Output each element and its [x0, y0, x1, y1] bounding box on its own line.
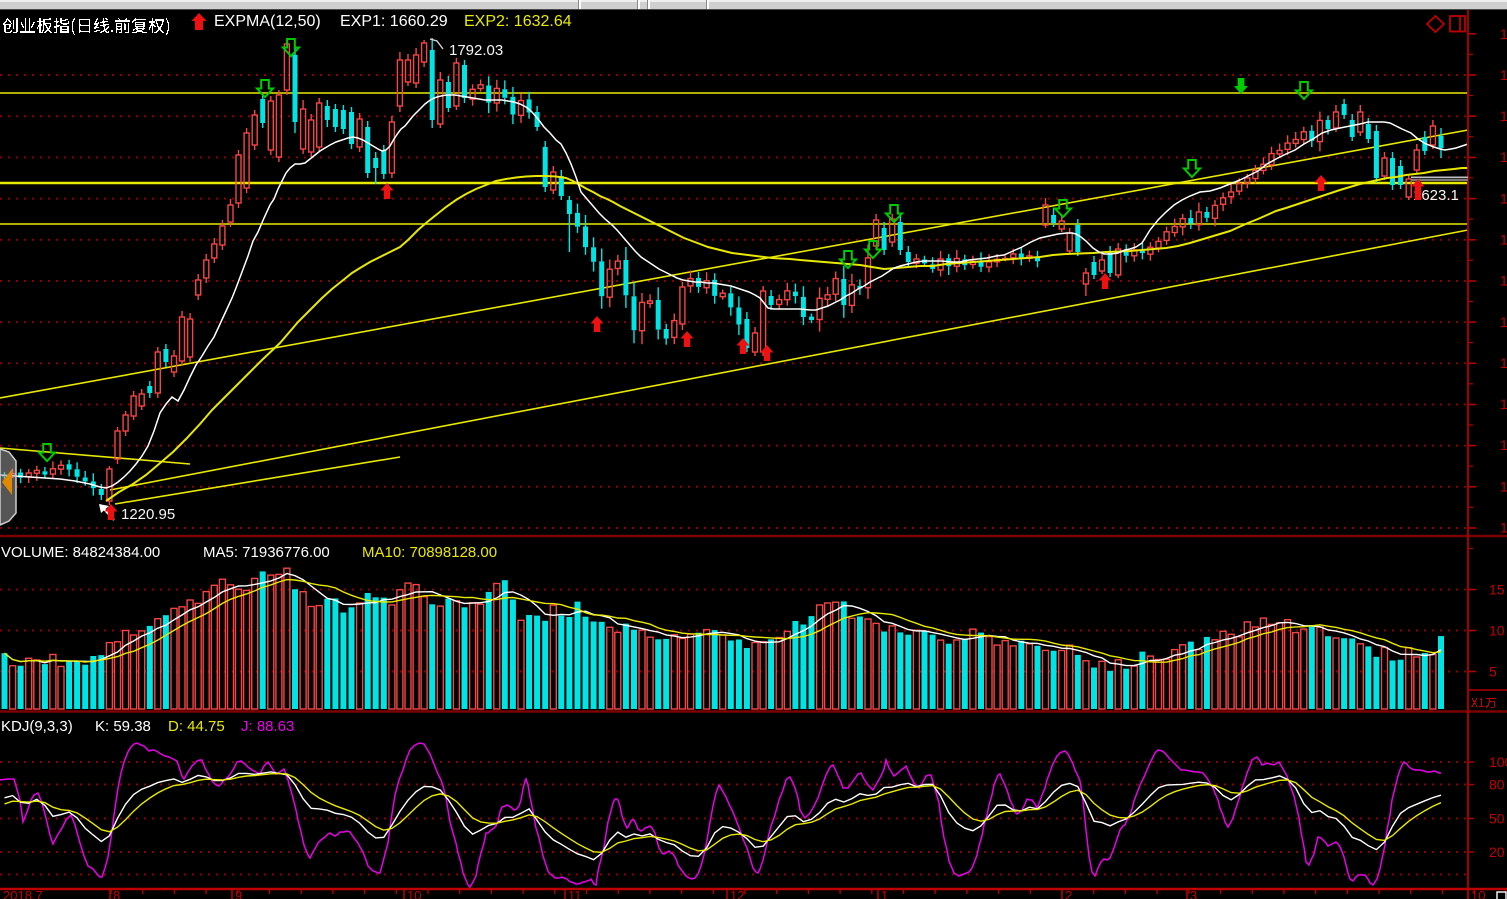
svg-text:KDJ(9,3,3): KDJ(9,3,3): [1, 718, 73, 735]
svg-text:3: 3: [1190, 888, 1197, 899]
svg-text:1750: 1750: [1500, 26, 1507, 42]
svg-text:1750: 1750: [1500, 355, 1507, 371]
svg-text:11: 11: [568, 888, 582, 899]
svg-text:MA5: 71936776.00: MA5: 71936776.00: [203, 544, 330, 561]
svg-text:12: 12: [730, 888, 744, 899]
svg-text:MA10: 70898128.00: MA10: 70898128.00: [362, 544, 497, 561]
svg-text:1750: 1750: [1500, 273, 1507, 289]
svg-text:50: 50: [1489, 811, 1505, 827]
svg-text:1792.03: 1792.03: [449, 42, 503, 59]
svg-text:1750: 1750: [1500, 232, 1507, 248]
svg-text:15: 15: [1489, 582, 1505, 598]
svg-text:8: 8: [113, 888, 120, 899]
svg-text:K: 59.38: K: 59.38: [95, 718, 151, 735]
svg-text:VOLUME: 84824384.00: VOLUME: 84824384.00: [1, 544, 160, 561]
svg-text:1750: 1750: [1500, 478, 1507, 494]
svg-text:1623.1: 1623.1: [1413, 187, 1459, 204]
svg-text:80: 80: [1489, 777, 1505, 793]
svg-text:1750: 1750: [1500, 520, 1507, 536]
svg-text:EXP2: 1632.64: EXP2: 1632.64: [464, 13, 572, 30]
svg-text:1750: 1750: [1500, 108, 1507, 124]
svg-text:5: 5: [1489, 664, 1497, 680]
svg-text:20: 20: [1489, 844, 1505, 860]
svg-text:1750: 1750: [1500, 149, 1507, 165]
svg-text:2: 2: [1065, 888, 1072, 899]
svg-text:10: 10: [407, 888, 421, 899]
svg-text:EXPMA(12,50): EXPMA(12,50): [214, 13, 321, 30]
svg-text:9: 9: [235, 888, 242, 899]
svg-text:10: 10: [1471, 888, 1485, 899]
svg-text:1: 1: [881, 888, 888, 899]
svg-text:1750: 1750: [1500, 437, 1507, 453]
svg-text:1220.95: 1220.95: [121, 506, 175, 523]
svg-text:1750: 1750: [1500, 67, 1507, 83]
svg-text:100: 100: [1489, 754, 1507, 770]
svg-text:EXP1: 1660.29: EXP1: 1660.29: [340, 13, 448, 30]
svg-text:D: 44.75: D: 44.75: [168, 718, 225, 735]
svg-text:1750: 1750: [1500, 190, 1507, 206]
svg-text:1750: 1750: [1500, 314, 1507, 330]
svg-text:J: 88.63: J: 88.63: [241, 718, 294, 735]
svg-text:1750: 1750: [1500, 396, 1507, 412]
svg-text:10: 10: [1489, 623, 1505, 639]
svg-text:2018.7: 2018.7: [3, 888, 43, 899]
